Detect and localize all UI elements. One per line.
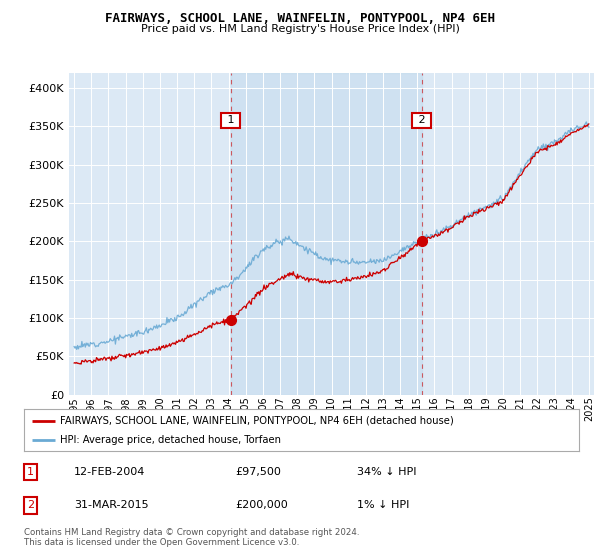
Text: 31-MAR-2015: 31-MAR-2015 bbox=[74, 501, 149, 510]
Text: £97,500: £97,500 bbox=[235, 468, 281, 477]
Text: 1% ↓ HPI: 1% ↓ HPI bbox=[357, 501, 409, 510]
Text: 2: 2 bbox=[415, 115, 428, 125]
Text: 34% ↓ HPI: 34% ↓ HPI bbox=[357, 468, 416, 477]
Text: 12-FEB-2004: 12-FEB-2004 bbox=[74, 468, 145, 477]
Text: Price paid vs. HM Land Registry's House Price Index (HPI): Price paid vs. HM Land Registry's House … bbox=[140, 24, 460, 34]
Text: Contains HM Land Registry data © Crown copyright and database right 2024.
This d: Contains HM Land Registry data © Crown c… bbox=[24, 528, 359, 547]
Text: HPI: Average price, detached house, Torfaen: HPI: Average price, detached house, Torf… bbox=[60, 435, 281, 445]
Bar bbox=[230, 73, 422, 395]
Text: FAIRWAYS, SCHOOL LANE, WAINFELIN, PONTYPOOL, NP4 6EH: FAIRWAYS, SCHOOL LANE, WAINFELIN, PONTYP… bbox=[105, 12, 495, 25]
Text: 2: 2 bbox=[27, 501, 34, 510]
Text: FAIRWAYS, SCHOOL LANE, WAINFELIN, PONTYPOOL, NP4 6EH (detached house): FAIRWAYS, SCHOOL LANE, WAINFELIN, PONTYP… bbox=[60, 416, 454, 426]
Text: 1: 1 bbox=[224, 115, 238, 125]
Text: £200,000: £200,000 bbox=[235, 501, 287, 510]
Text: 1: 1 bbox=[27, 468, 34, 477]
